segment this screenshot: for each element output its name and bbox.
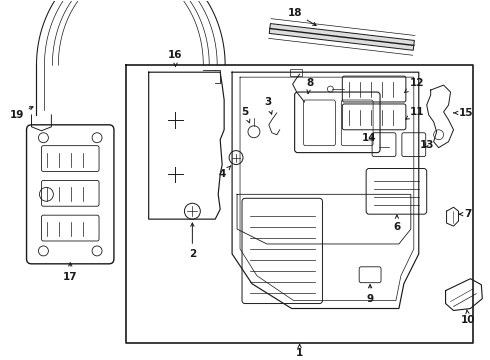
Text: 5: 5 (242, 107, 250, 123)
Text: 7: 7 (459, 209, 472, 219)
Text: 1: 1 (296, 345, 303, 358)
Text: 19: 19 (9, 107, 33, 120)
Text: 10: 10 (461, 310, 476, 325)
Text: 16: 16 (168, 50, 183, 67)
Text: 12: 12 (404, 78, 424, 93)
Text: 6: 6 (393, 215, 400, 232)
Text: 15: 15 (454, 108, 474, 118)
Text: 18: 18 (288, 8, 316, 26)
Polygon shape (269, 23, 415, 50)
Text: 9: 9 (367, 284, 374, 303)
Text: 4: 4 (219, 166, 231, 180)
Text: 3: 3 (264, 97, 272, 114)
Text: 2: 2 (189, 223, 196, 259)
Text: 8: 8 (306, 78, 313, 94)
Bar (290, 69, 302, 76)
Text: 13: 13 (419, 140, 434, 150)
Text: 14: 14 (362, 133, 376, 143)
Text: 11: 11 (406, 107, 424, 119)
Text: 17: 17 (63, 263, 77, 282)
